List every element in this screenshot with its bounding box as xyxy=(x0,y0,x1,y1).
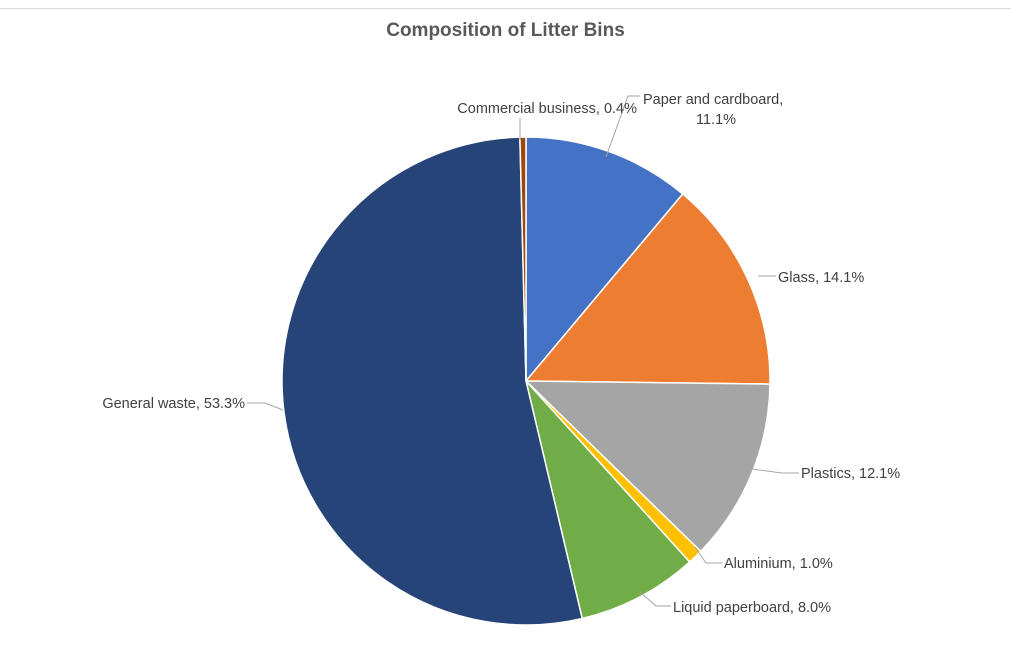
pie-slice-general-waste xyxy=(281,136,584,626)
data-label-plastics: Plastics, 12.1% xyxy=(801,466,900,482)
leader-line xyxy=(605,95,640,158)
pie-slices xyxy=(281,136,771,626)
data-labels: Paper and cardboard, 11.1% Glass, 14.1% Pla… xyxy=(102,92,900,616)
pie-slice-glass xyxy=(524,192,771,385)
leader-line xyxy=(694,546,722,564)
data-label-commercial-business: Commercial business, 0.4% xyxy=(457,101,637,117)
leader-line xyxy=(247,402,284,411)
chart-title: Composition of Litter Bins xyxy=(386,20,625,41)
data-label-general-waste: General waste, 53.3% xyxy=(102,396,245,412)
pie-slice-liquid-paperboard xyxy=(525,380,691,620)
leader-lines xyxy=(247,95,799,607)
data-label-glass: Glass, 14.1% xyxy=(778,270,864,286)
data-label-liquid-paperboard: Liquid paperboard, 8.0% xyxy=(673,600,831,616)
leader-line xyxy=(639,591,671,607)
leader-line xyxy=(736,466,799,474)
top-divider xyxy=(0,8,1011,9)
pie-slice-plastics xyxy=(524,380,771,553)
data-label-paper-and-cardboard: Paper and cardboard, 11.1% xyxy=(643,92,783,128)
data-label-aluminium: Aluminium, 1.0% xyxy=(724,556,833,572)
pie-slice-paper-and-cardboard xyxy=(525,136,684,384)
